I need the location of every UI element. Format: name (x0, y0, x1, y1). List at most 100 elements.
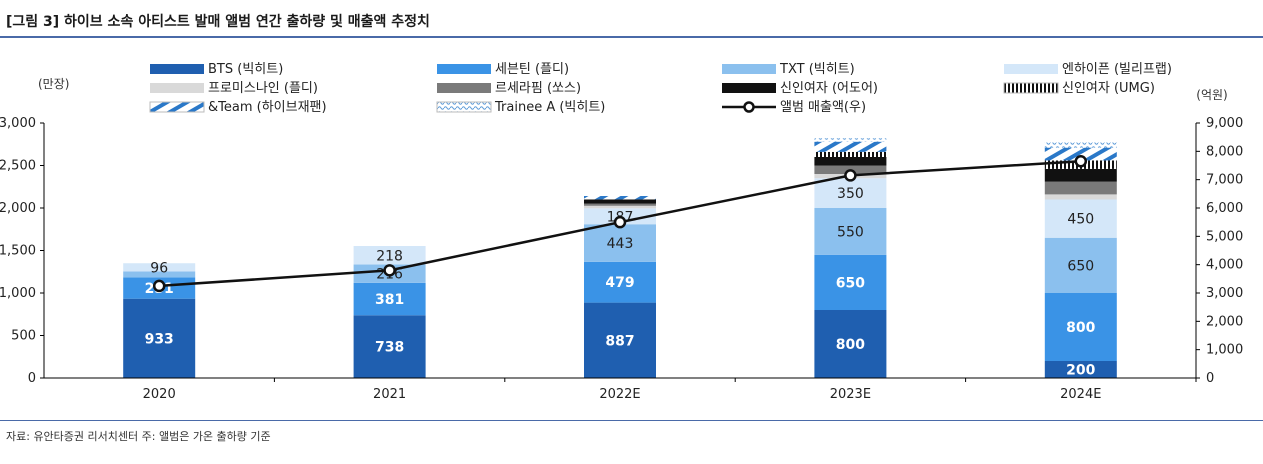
bar-segment (1044, 181, 1117, 195)
bar-segment (353, 282, 426, 316)
left-tick-label: 500 (11, 329, 36, 344)
legend-label: 프로미스나인 (플디) (208, 81, 318, 96)
right-tick-label: 5,000 (1206, 229, 1243, 244)
legend-swatch (436, 101, 492, 113)
revenue-point (152, 279, 166, 293)
bar-segment (584, 224, 656, 262)
bar-segment (1044, 168, 1117, 182)
bar-value-label: 933 (145, 331, 174, 347)
revenue-point (613, 215, 627, 229)
bar-segment (123, 263, 196, 272)
bar-value-label: 381 (375, 292, 404, 308)
left-tick-label: 2,500 (0, 159, 36, 174)
chart-title: [그림 3] 하이브 소속 아티스트 발매 앨범 연간 출하량 및 매출액 추정… (6, 14, 430, 30)
bar-value-label: 96 (150, 260, 168, 276)
legend-label: 엔하이픈 (빌리프랩) (1062, 62, 1172, 77)
legend-label: BTS (빅히트) (208, 62, 283, 77)
x-axis: 2020 2021 2022E 2023E 2024E (44, 377, 1197, 402)
bar-value-label: 443 (607, 236, 634, 252)
bar-segment (814, 208, 887, 255)
left-tick-label: 0 (28, 371, 36, 386)
bar-segment (584, 199, 656, 204)
bar-segment (814, 151, 887, 157)
bar-segment (123, 271, 196, 278)
top-divider (0, 36, 1263, 38)
legend-label: 세븐틴 (플디) (495, 62, 569, 77)
legend-label: &Team (하이브재팬) (208, 100, 327, 115)
bar-segment (353, 245, 426, 265)
bar-segment (814, 254, 887, 310)
legend-swatch (722, 64, 776, 74)
revenue-point (844, 169, 857, 182)
bar-labels: 9332519673838121621888747944318780065055… (145, 186, 1096, 378)
right-tick-label: 2,000 (1206, 314, 1243, 329)
revenue-line-layer (152, 155, 1088, 293)
bar-segment (814, 138, 887, 142)
right-tick-label: 4,000 (1206, 258, 1243, 273)
bar-value-label: 800 (1066, 320, 1095, 336)
left-tick-label: 1,000 (0, 286, 36, 301)
bottom-divider (0, 420, 1263, 421)
revenue-point (1074, 155, 1088, 168)
right-tick-label: 8,000 (1206, 144, 1243, 159)
bar-segment (1044, 237, 1117, 293)
right-tick-label: 6,000 (1206, 201, 1243, 216)
chart-svg: (만장) (억원) BTS (빅히트) 세븐틴 (플디) TXT (빅히트) 엔하이픈… (0, 62, 1243, 402)
bar-value-label: 887 (605, 333, 634, 349)
legend-line-marker (743, 101, 755, 113)
bar-value-label: 650 (1067, 258, 1094, 274)
bar-segment (1044, 293, 1117, 361)
bar-segment (584, 261, 656, 303)
legend-label: 신인여자 (어도어) (780, 81, 878, 96)
legend: BTS (빅히트) 세븐틴 (플디) TXT (빅히트) 엔하이픈 (빌리프랩) 프로미… (149, 62, 1172, 115)
bar-value-label: 350 (837, 186, 864, 202)
bar-segment (584, 205, 656, 209)
bar-segment (353, 315, 426, 378)
bar-value-label: 200 (1066, 363, 1095, 379)
bar-segment (814, 178, 887, 208)
bar-segment (1044, 142, 1117, 148)
x-tick-label: 2021 (373, 387, 406, 402)
legend-swatch (722, 83, 776, 93)
right-tick-label: 9,000 (1206, 116, 1243, 131)
left-tick-label: 3,000 (0, 116, 36, 131)
legend-label: 앨범 매출액(우) (780, 100, 866, 115)
left-tick-label: 2,000 (0, 201, 36, 216)
right-axis-unit: (억원) (1196, 88, 1227, 102)
right-tick-label: 7,000 (1206, 173, 1243, 188)
right-tick-label: 0 (1206, 371, 1214, 386)
legend-label: 신인여자 (UMG) (1062, 81, 1155, 96)
bar-value-label: 738 (375, 340, 404, 356)
bar-segment (123, 298, 196, 378)
bar-value-label: 550 (837, 224, 864, 240)
bar-value-label: 800 (836, 337, 865, 353)
bar-segment (1044, 361, 1117, 378)
left-axis-unit: (만장) (38, 77, 69, 91)
legend-swatch (437, 83, 491, 93)
bar-segment (1044, 194, 1117, 200)
legend-swatch (437, 64, 491, 74)
bar-stacks (123, 138, 1117, 378)
right-axis: 0 1,000 2,000 3,000 4,000 5,000 6,000 7,000 8,00… (1195, 116, 1243, 386)
x-tick-label: 2020 (143, 387, 176, 402)
x-tick-label: 2024E (1060, 387, 1101, 402)
bar-segment (584, 196, 656, 200)
source-note: 자료: 유안타증권 리서치센터 주: 앨범은 가온 출하량 기준 (6, 430, 271, 443)
right-tick-label: 3,000 (1206, 286, 1243, 301)
bar-segment (1044, 199, 1117, 238)
legend-label: Trainee A (빅히트) (494, 100, 605, 115)
legend-label: 르세라핌 (쏘스) (495, 81, 581, 96)
legend-swatch (1004, 64, 1058, 74)
bar-segment (814, 310, 887, 378)
bar-segment (584, 203, 656, 206)
legend-swatch (149, 101, 205, 113)
bar-segment (584, 302, 656, 378)
bar-segment (1044, 147, 1117, 161)
bar-segment (814, 157, 887, 166)
left-tick-label: 1,500 (0, 244, 36, 259)
x-tick-label: 2023E (830, 387, 871, 402)
bar-value-label: 450 (1067, 212, 1094, 228)
legend-swatch (150, 64, 204, 74)
bar-segment (814, 141, 887, 152)
revenue-point (383, 264, 396, 277)
